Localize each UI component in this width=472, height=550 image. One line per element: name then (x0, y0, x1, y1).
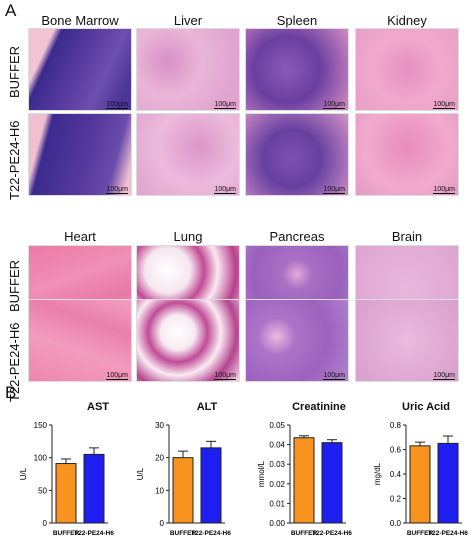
x-tick-label: BUFFER (170, 530, 197, 537)
y-tick-label: 0.05 (269, 421, 285, 430)
x-tick-label: T22-PE24-H6 (74, 530, 114, 537)
scale-bar: 100μm (323, 101, 345, 109)
histology-kidney-treated: 100μm (355, 113, 459, 196)
bar-buffer (55, 463, 77, 524)
panel-a-label: A (5, 1, 17, 20)
y-tick-label: 0.0 (390, 519, 402, 528)
scale-bar: 100μm (214, 372, 236, 380)
x-tick-label: BUFFER (407, 530, 434, 537)
y-axis-label: mg/dL (373, 462, 382, 485)
y-tick-label: 0.03 (269, 460, 285, 469)
row-label-buffer-bottom: BUFFER (7, 260, 22, 312)
tissue-label-brain: Brain (391, 229, 423, 244)
y-axis-label: U/L (19, 467, 28, 480)
tissue-label-heart: Heart (64, 229, 96, 244)
panel-b-label: B (5, 383, 17, 402)
y-tick-label: 0.04 (269, 441, 285, 450)
bar-buffer (409, 445, 431, 524)
x-tick-label: BUFFER (53, 530, 80, 537)
histology-heart-treated: 100μm (28, 299, 132, 382)
chart-creatinine: 0.00 0.01 0.02 0.03 0.04 0.05 mmol/L BUFFERT22-… (257, 421, 352, 537)
scale-bar: 100μm (106, 372, 128, 380)
tissue-label-kidney: Kidney (387, 13, 427, 28)
bar-buffer (293, 437, 315, 524)
bar-treated (437, 442, 459, 524)
histology-bone-marrow-treated: 100μm (28, 113, 132, 196)
histology-liver-treated: 100μm (136, 113, 240, 196)
bar-treated (321, 442, 343, 524)
y-tick-label: 0.01 (269, 499, 285, 508)
y-tick-label: 0.00 (269, 519, 285, 528)
y-tick-label: 0.6 (390, 446, 402, 455)
x-tick-label: T22-PE24-H6 (312, 530, 352, 537)
scale-bar: 100μm (106, 101, 128, 109)
tissue-label-pancreas: Pancreas (269, 229, 325, 244)
scale-bar: 100μm (433, 372, 455, 380)
y-tick-label: 0.2 (390, 495, 402, 504)
histology-liver-buffer: 100μm (136, 28, 240, 111)
scale-bar: 100μm (323, 372, 345, 380)
y-tick-label: 0.4 (390, 470, 402, 479)
y-tick-label: 30 (155, 421, 164, 430)
y-tick-label: 150 (34, 421, 48, 430)
y-tick-label: 50 (38, 486, 47, 495)
histology-bone-marrow-buffer: 100μm (28, 28, 132, 111)
y-tick-label: 0.02 (269, 480, 285, 489)
y-tick-label: 20 (155, 454, 164, 463)
histology-brain-treated: 100μm (355, 299, 459, 382)
scale-bar: 100μm (214, 101, 236, 109)
y-axis-label: mmol/L (257, 460, 266, 487)
row-label-treated-top: T22-PE24-H6 (7, 120, 22, 200)
y-tick-label: 0 (160, 519, 165, 528)
scale-bar: 100μm (323, 186, 345, 194)
histology-kidney-buffer: 100μm (355, 28, 459, 111)
bar-buffer (172, 457, 194, 524)
histology-lung-treated: 100μm (136, 299, 240, 382)
tissue-label-bone-marrow: Bone Marrow (41, 13, 119, 28)
bar-treated (200, 447, 222, 524)
histology-spleen-buffer: 100μm (245, 28, 349, 111)
y-tick-label: 0.8 (390, 421, 402, 430)
chart-title-alt: ALT (196, 401, 218, 413)
x-tick-label: BUFFER (291, 530, 318, 537)
scale-bar: 100μm (433, 186, 455, 194)
y-tick-label: 10 (155, 486, 164, 495)
histology-pancreas-treated: 100μm (245, 299, 349, 382)
y-tick-label: 0 (43, 519, 48, 528)
tissue-label-spleen: Spleen (276, 13, 318, 28)
chart-title-ast: AST (87, 401, 109, 413)
chart-title-uric-acid: Uric Acid (402, 401, 450, 413)
x-tick-label: T22-PE24-H6 (428, 530, 468, 537)
scale-bar: 100μm (106, 186, 128, 194)
histology-spleen-treated: 100μm (245, 113, 349, 196)
y-tick-label: 100 (34, 454, 48, 463)
tissue-label-liver: Liver (173, 13, 203, 28)
x-tick-label: T22-PE24-H6 (191, 530, 231, 537)
tissue-label-lung: Lung (173, 229, 203, 244)
scale-bar: 100μm (433, 101, 455, 109)
chart-title-creatinine: Creatinine (292, 401, 346, 413)
y-axis-label: U/L (136, 467, 145, 480)
scale-bar: 100μm (214, 186, 236, 194)
bar-treated (83, 453, 105, 524)
row-label-buffer-top: BUFFER (7, 46, 22, 98)
